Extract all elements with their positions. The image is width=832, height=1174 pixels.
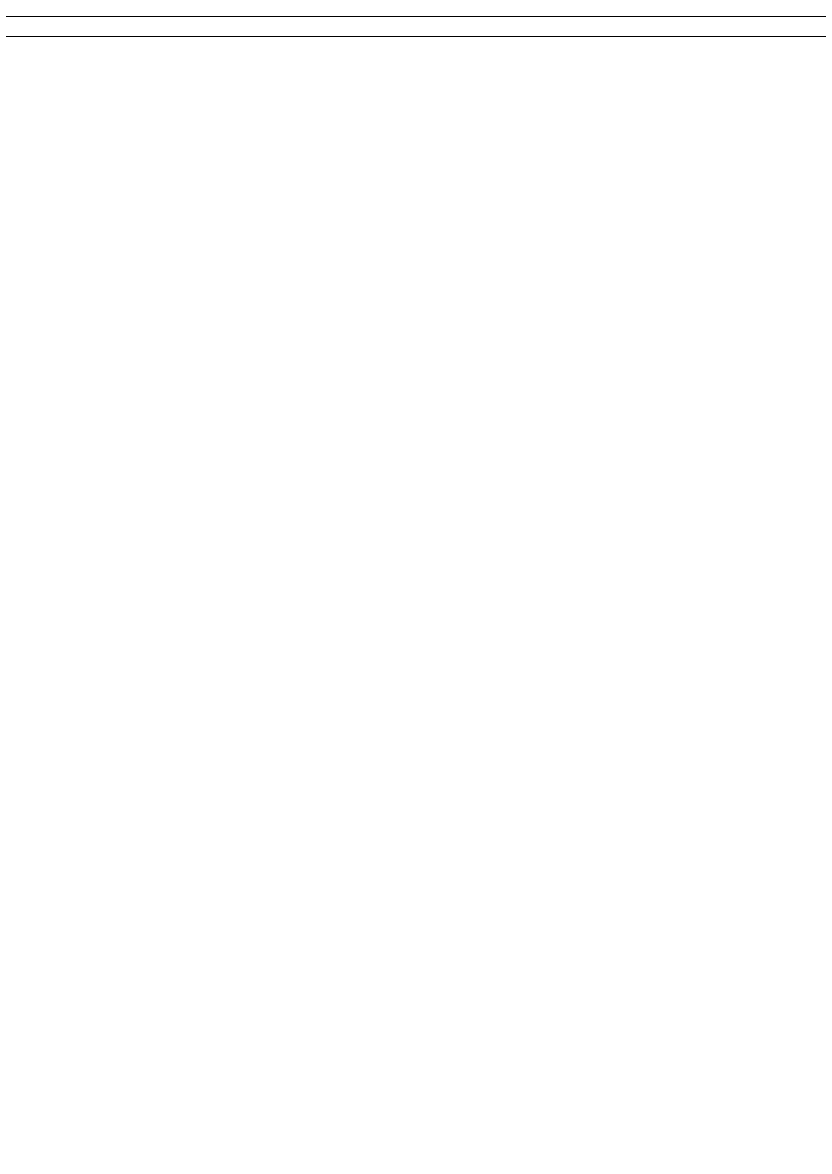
header-polar [381,17,604,37]
results-table [6,16,826,37]
header-rose [603,17,826,37]
header-filter-pct [47,17,95,37]
table-header-row [6,17,826,37]
header-3d [141,17,381,37]
header-filter-factor [6,17,47,37]
header-groups [95,17,141,37]
